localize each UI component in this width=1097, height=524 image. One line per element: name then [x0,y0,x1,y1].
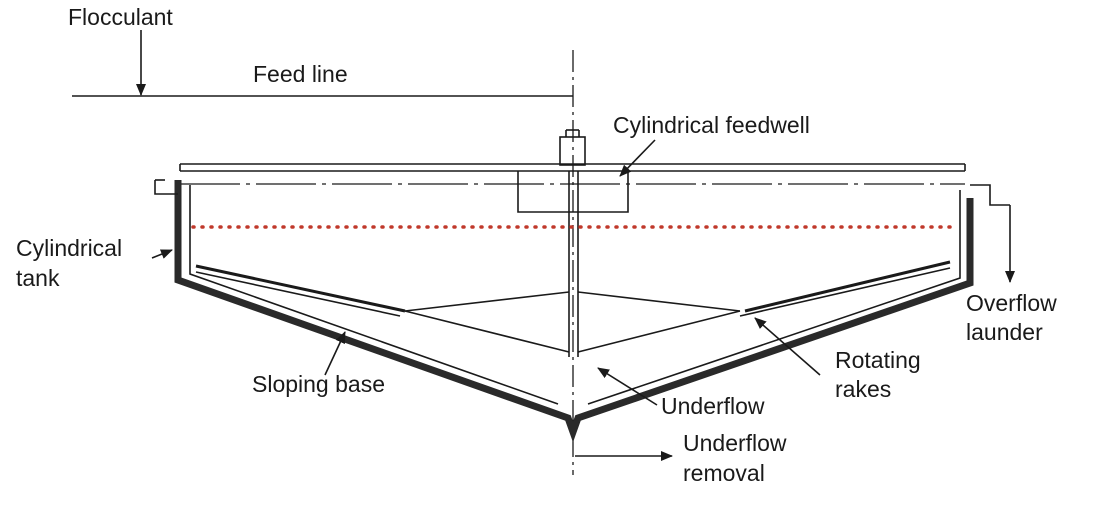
feed-line-label: Feed line [253,61,348,87]
overflow-launder-label-line2: launder [966,319,1043,345]
rotating-rakes-label-line2: rakes [835,376,891,402]
underflow-removal-label-line1: Underflow [683,430,787,456]
cylindrical-feedwell-label: Cylindrical feedwell [613,112,810,138]
rotating-rakes [195,260,951,353]
underflow-leader [597,367,658,406]
cylindrical-tank-label-line2: tank [16,265,60,291]
flocculant-label: Flocculant [68,4,173,30]
underflow-removal-label-line2: removal [683,460,765,486]
overflow-launder-label-line1: Overflow [966,290,1057,316]
rotating-rakes-label-line1: Rotating [835,347,921,373]
feedwell [517,171,629,213]
tank-inner [189,185,961,405]
rotating-rakes-leader [754,317,821,376]
tank-wall [174,180,974,443]
underflow-label: Underflow [661,393,765,419]
sloping-base-label: Sloping base [252,371,385,397]
drive-head [559,136,586,166]
cylindrical-tank-label-line1: Cylindrical [16,235,122,261]
feedwell-leader [619,139,656,177]
bridge [179,163,966,185]
sloping-base-leader [324,331,346,376]
cylindrical-tank-leader [151,249,173,259]
overflow-launder [970,184,1010,206]
